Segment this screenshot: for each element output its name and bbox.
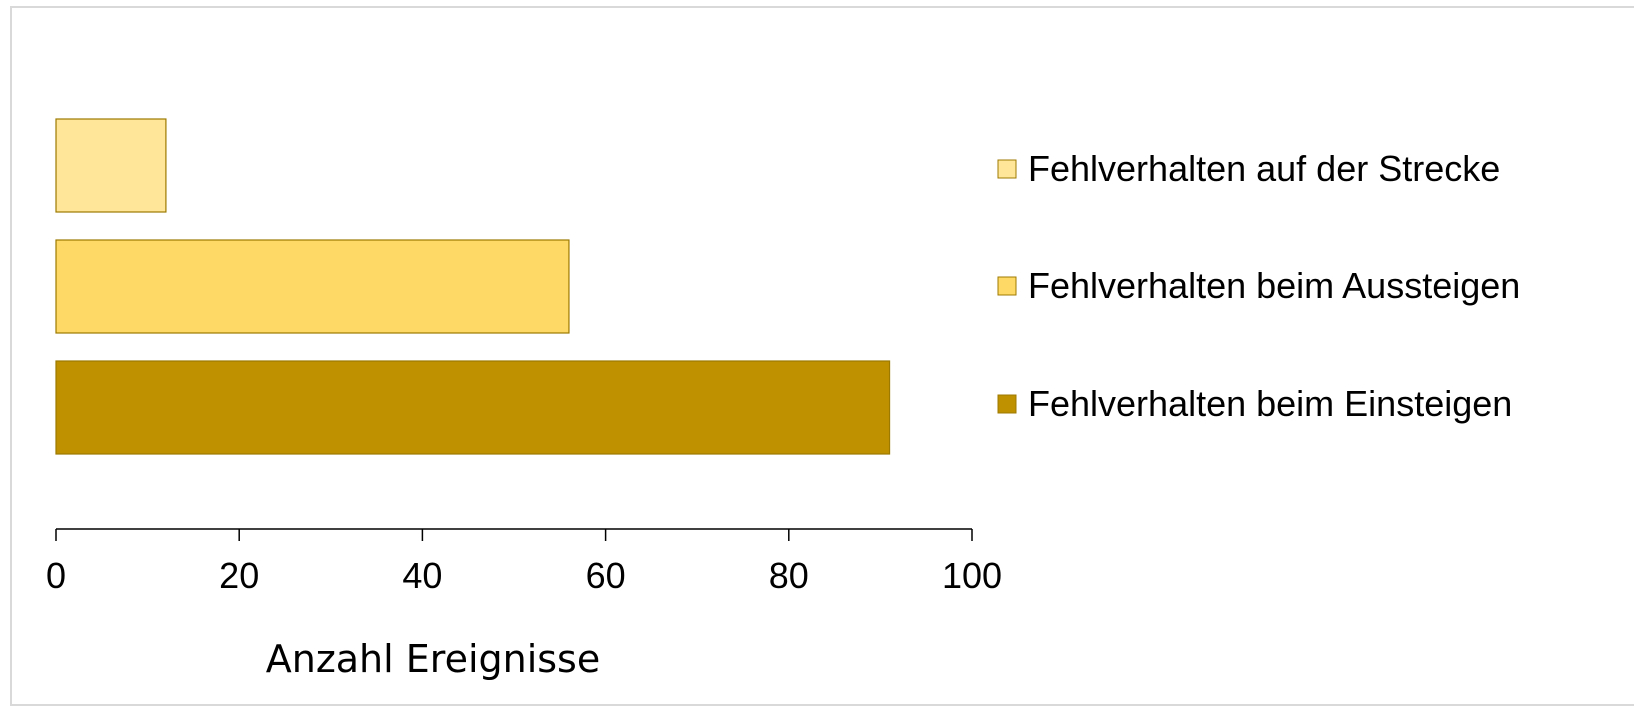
legend-item: Fehlverhalten auf der Strecke (997, 148, 1500, 189)
legend-swatch (997, 159, 1017, 179)
legend-item: Fehlverhalten beim Einsteigen (997, 383, 1512, 424)
bar-3 (55, 360, 891, 455)
x-tick-label: 60 (586, 555, 626, 596)
legend-swatch (997, 394, 1017, 414)
chart-frame (10, 6, 1634, 706)
x-axis-title: Anzahl Ereignisse (266, 637, 601, 681)
bar-2 (55, 239, 570, 334)
x-tick-label: 0 (46, 555, 66, 596)
x-tick-label: 80 (769, 555, 809, 596)
bars-layer (55, 118, 891, 455)
x-tick-label: 40 (402, 555, 442, 596)
x-tick-label: 20 (219, 555, 259, 596)
legend-swatch (997, 276, 1017, 296)
x-axis-ticks: 0 20 40 60 80 100 (46, 529, 1002, 596)
bar-1 (55, 118, 167, 213)
x-tick-label: 100 (942, 555, 1002, 596)
legend: Fehlverhalten auf der Strecke Fehlverhalt… (997, 148, 1520, 424)
legend-label: Fehlverhalten beim Aussteigen (1028, 265, 1520, 306)
legend-label: Fehlverhalten beim Einsteigen (1028, 383, 1512, 424)
legend-label: Fehlverhalten auf der Strecke (1028, 148, 1500, 189)
legend-item: Fehlverhalten beim Aussteigen (997, 265, 1520, 306)
